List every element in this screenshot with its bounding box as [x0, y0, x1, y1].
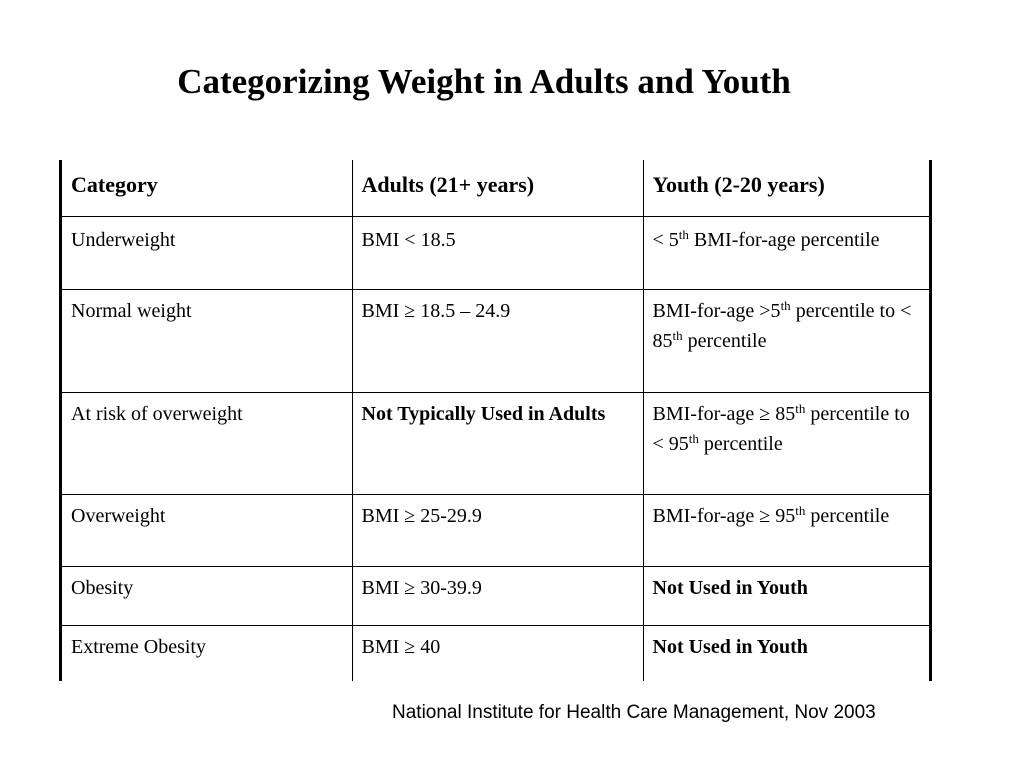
table-row: Overweight BMI ≥ 25-29.9 BMI-for-age ≥ 9… — [62, 494, 929, 567]
cell-category: Underweight — [62, 216, 353, 290]
table-header-row: Category Adults (21+ years) Youth (2-20 … — [62, 160, 929, 217]
weight-category-table: Category Adults (21+ years) Youth (2-20 … — [59, 160, 932, 681]
cell-adults: BMI < 18.5 — [352, 216, 644, 290]
youth-text: percentile — [698, 432, 783, 455]
header-category: Category — [62, 160, 353, 217]
cell-category: Overweight — [62, 494, 353, 567]
cell-category: Normal weight — [62, 289, 353, 393]
cell-youth: < 5th BMI-for-age percentile — [643, 216, 929, 290]
cell-youth: Not Used in Youth — [643, 566, 929, 626]
cell-youth: BMI-for-age >5th percentile to < 85th pe… — [643, 289, 929, 393]
cell-adults: BMI ≥ 40 — [352, 625, 644, 681]
header-youth: Youth (2-20 years) — [643, 160, 929, 217]
cell-adults: BMI ≥ 30-39.9 — [352, 566, 644, 626]
cell-youth: BMI-for-age ≥ 95th percentile — [643, 494, 929, 567]
header-adults: Adults (21+ years) — [352, 160, 644, 217]
table-row: Obesity BMI ≥ 30-39.9 Not Used in Youth — [62, 566, 929, 626]
cell-adults: Not Typically Used in Adults — [352, 392, 644, 495]
ordinal-suffix: th — [795, 502, 806, 518]
youth-text: percentile — [805, 504, 890, 527]
youth-text: BMI-for-age percentile — [688, 228, 880, 251]
cell-category: At risk of overweight — [62, 392, 353, 495]
table: Category Adults (21+ years) Youth (2-20 … — [62, 160, 929, 681]
source-citation: National Institute for Health Care Manag… — [392, 702, 876, 723]
youth-text: percentile to < 95 — [652, 402, 910, 455]
cell-adults: BMI ≥ 25-29.9 — [352, 494, 644, 567]
table-row: At risk of overweight Not Typically Used… — [62, 392, 929, 495]
youth-text: BMI-for-age >5 — [652, 299, 781, 322]
ordinal-suffix: th — [688, 430, 699, 446]
youth-text: BMI-for-age ≥ 95 — [652, 504, 796, 527]
ordinal-suffix: th — [672, 327, 683, 343]
table-row: Extreme Obesity BMI ≥ 40 Not Used in You… — [62, 625, 929, 681]
youth-text: BMI-for-age ≥ 85 — [652, 402, 796, 425]
table-row: Underweight BMI < 18.5 < 5th BMI-for-age… — [62, 216, 929, 290]
ordinal-suffix: th — [678, 226, 689, 242]
table-row: Normal weight BMI ≥ 18.5 – 24.9 BMI-for-… — [62, 289, 929, 393]
youth-text: percentile — [682, 329, 767, 352]
cell-category: Obesity — [62, 566, 353, 626]
cell-youth: BMI-for-age ≥ 85th percentile to < 95th … — [643, 392, 929, 495]
cell-adults: BMI ≥ 18.5 – 24.9 — [352, 289, 644, 393]
ordinal-suffix: th — [780, 297, 791, 313]
cell-category: Extreme Obesity — [62, 625, 353, 681]
cell-youth: Not Used in Youth — [652, 635, 808, 658]
ordinal-suffix: th — [795, 400, 806, 416]
youth-text: percentile to < 85 — [652, 299, 912, 352]
page-title: Categorizing Weight in Adults and Youth — [177, 62, 791, 101]
youth-text: < 5 — [652, 228, 679, 251]
